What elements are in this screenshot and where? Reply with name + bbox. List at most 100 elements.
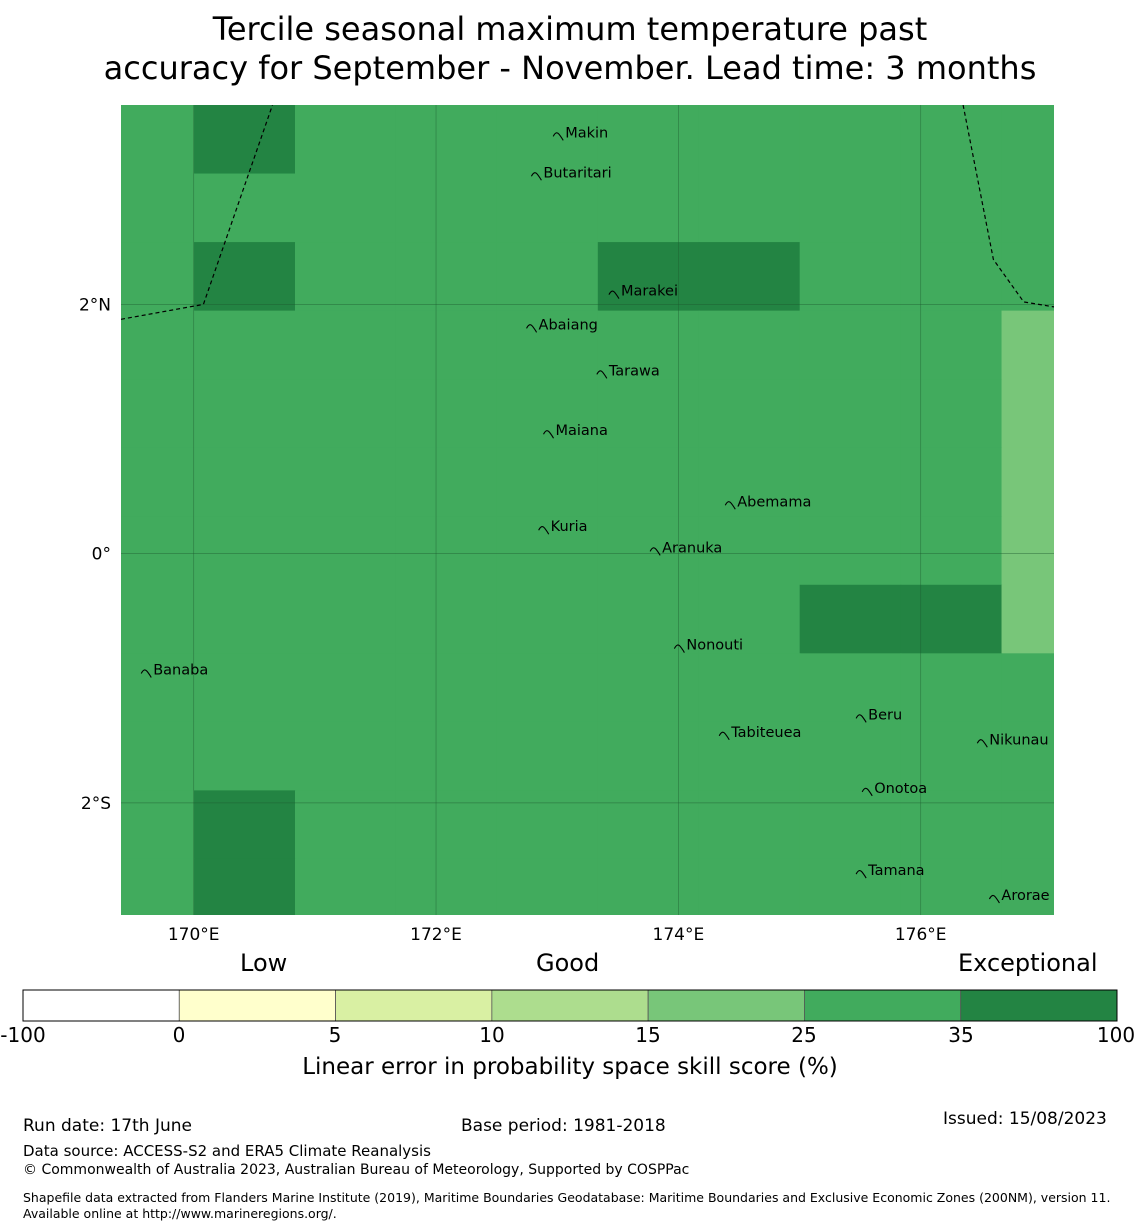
map-cell: [1102, 311, 1140, 380]
map-cell: [121, 653, 195, 723]
map-cell: [1102, 653, 1140, 722]
colorbar-tick: 25: [791, 1023, 817, 1047]
colorbar-segment: [960, 989, 1118, 1022]
map-cell: [295, 173, 397, 243]
map-cell: [799, 379, 902, 449]
map-cell: [395, 516, 498, 586]
map-cell: [121, 379, 195, 449]
map-cell: [900, 516, 1003, 586]
map-cell: [799, 721, 902, 791]
map-cell: [496, 173, 599, 243]
map-cell: [1001, 242, 1054, 312]
map-cell: [121, 721, 195, 791]
map-cell: [698, 584, 801, 654]
colorbar-category-good: Good: [536, 949, 600, 977]
colorbar-tick: 5: [328, 1023, 342, 1047]
colorbar-segment: [491, 989, 649, 1022]
map-cell: [900, 242, 1003, 312]
map-cell: [295, 310, 397, 380]
island-outline: [526, 324, 538, 333]
shapefile-credit: Shapefile data extracted from Flanders M…: [23, 1190, 1111, 1221]
map-cell: [395, 653, 498, 723]
map-cell: [799, 242, 902, 312]
island-outline: [724, 501, 736, 510]
map-cell: [395, 721, 498, 791]
island-label: Onotoa: [874, 781, 927, 797]
map-cell: [1001, 105, 1054, 175]
island-outline: [538, 526, 550, 535]
map-cell: [597, 242, 700, 312]
map-cell: [698, 173, 801, 243]
map-cell: [597, 105, 700, 175]
map-cell: [699, 927, 801, 996]
map-cell: [1001, 858, 1054, 915]
map-cell: [496, 310, 599, 380]
map-cell: [597, 379, 700, 449]
map-cell: [799, 447, 902, 517]
run-date: Run date: 17th June: [23, 1116, 192, 1136]
island-label: Abemama: [737, 494, 811, 510]
colorbar-tick: 15: [635, 1023, 661, 1047]
colorbar-category-low: Low: [240, 949, 288, 977]
eez-boundary: [121, 105, 274, 320]
map-cell: [295, 721, 397, 791]
island-label: Beru: [868, 707, 902, 723]
island-outline: [855, 714, 867, 723]
island-label: Makin: [565, 125, 608, 141]
map-cell: [194, 584, 296, 654]
issued-date: Issued: 15/08/2023: [943, 1109, 1107, 1129]
map-cell: [1102, 448, 1140, 517]
chart-title: Tercile seasonal maximum temperature pas…: [0, 10, 1140, 88]
map-cell: [900, 653, 1003, 723]
colorbar-segment: [178, 989, 336, 1022]
map-cell: [1001, 516, 1054, 586]
map-cell: [194, 310, 296, 380]
map-cell: [597, 653, 700, 723]
map-cell: [799, 584, 902, 654]
map-cell: [1102, 516, 1140, 585]
map-cell: [194, 858, 296, 915]
island-outline: [718, 731, 730, 741]
map-cells: [121, 105, 1140, 996]
map-cell: [1102, 379, 1140, 448]
map-cell: [295, 379, 397, 449]
map-cell: [121, 310, 195, 380]
island-outline: [552, 132, 564, 141]
map-cell: [900, 173, 1003, 243]
map-cell: [496, 242, 599, 312]
map-cell: [1001, 584, 1054, 654]
colorbar-segment: [335, 989, 493, 1022]
map-cell: [799, 858, 902, 915]
island-label: Tarawa: [608, 363, 660, 379]
map-cell: [698, 242, 801, 312]
colorbar-tick: 35: [948, 1023, 974, 1047]
island-outline: [140, 669, 152, 678]
map-cell: [1001, 447, 1054, 517]
map-cell: [295, 790, 397, 860]
colorbar-frame: [22, 989, 1118, 1022]
map-cell: [1102, 242, 1140, 311]
map-cell: [1001, 790, 1054, 860]
map-cell: [496, 721, 599, 791]
map-cell: [799, 790, 902, 860]
map-cell: [496, 584, 599, 654]
base-period: Base period: 1981-2018: [461, 1116, 666, 1136]
map-cell: [1102, 927, 1140, 996]
island-outline: [543, 430, 555, 439]
data-source: Data source: ACCESS-S2 and ERA5 Climate …: [23, 1142, 431, 1160]
island-outline: [608, 290, 620, 299]
map-cell: [194, 242, 296, 312]
map-cell: [698, 721, 801, 791]
colorbar-label: Linear error in probability space skill …: [302, 1054, 838, 1080]
map-cell: [698, 105, 801, 175]
map-cell: [295, 242, 397, 312]
map-cell: [799, 310, 902, 380]
map-cell: [597, 516, 700, 586]
map-cell: [121, 584, 195, 654]
map-cell: [295, 584, 397, 654]
map-cell: [395, 584, 498, 654]
map-cell: [1102, 585, 1140, 654]
map-cell: [799, 516, 902, 586]
colorbar-tick: 0: [172, 1023, 186, 1047]
